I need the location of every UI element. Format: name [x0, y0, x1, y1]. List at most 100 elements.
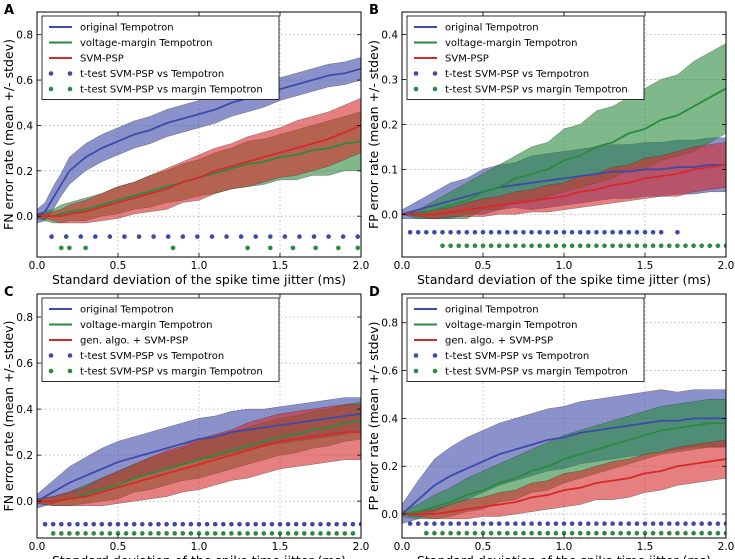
y-tick-label: 0.4: [16, 404, 33, 416]
ttest-dot: [610, 521, 615, 526]
ttest-dot: [237, 521, 242, 527]
ttest-dot: [180, 234, 186, 239]
legend-label: original Tempotron: [80, 23, 174, 34]
ttest-dot: [642, 530, 648, 536]
legend-box: [41, 297, 280, 382]
ttest-dot: [136, 234, 142, 239]
ttest-dot: [63, 234, 69, 239]
ttest-dot: [699, 243, 704, 249]
ttest-dot: [59, 521, 64, 527]
ttest-dot: [302, 531, 307, 536]
x-tick-label: 0.0: [394, 541, 411, 553]
ttest-dot: [424, 530, 429, 536]
ttest-dot: [610, 530, 615, 536]
legend-box: [406, 297, 645, 382]
ttest-dot: [537, 243, 542, 249]
ttest-dot: [148, 521, 153, 527]
ttest-dot: [650, 229, 656, 235]
ttest-dot: [650, 530, 656, 536]
mean-line: [402, 458, 726, 515]
ttest-dot: [350, 531, 356, 536]
ttest-dot: [488, 229, 494, 235]
legend-label: original Tempotron: [80, 305, 174, 316]
ttest-dot: [683, 521, 688, 526]
y-tick-label: 0.0: [16, 496, 33, 508]
ttest-dot: [723, 243, 726, 249]
ttest-dot: [50, 521, 56, 527]
ttest-dot: [165, 234, 171, 239]
ttest-dot: [282, 234, 288, 239]
ttest-dot: [667, 243, 672, 249]
ttest-dot: [529, 521, 534, 526]
ttest-dot: [577, 243, 583, 249]
ttest-dot: [172, 531, 177, 536]
x-tick-label: 0.0: [394, 260, 411, 272]
ttest-dot: [594, 521, 599, 526]
legend-label: t-test SVM-PSP vs Tempotron: [80, 69, 224, 80]
ttest-dot: [569, 229, 575, 235]
ttest-dot: [311, 234, 317, 239]
panel-letter: C: [4, 285, 14, 300]
y-axis-label: FP error rate (mean +/- stdev): [366, 40, 381, 229]
legend-dot-swatch: [48, 86, 54, 92]
ttest-dot: [464, 530, 470, 536]
ttest-dot: [553, 229, 559, 235]
ttest-dot: [464, 229, 470, 235]
ttest-dot: [83, 531, 88, 536]
ttest-dot: [297, 234, 302, 239]
x-tick-label: 2.0: [718, 260, 735, 272]
ttest-dot: [78, 234, 84, 239]
ttest-dot: [594, 530, 599, 536]
ttest-dot: [529, 530, 534, 536]
ttest-dot: [707, 243, 713, 249]
ttest-dot: [188, 531, 194, 536]
ttest-dot: [350, 521, 356, 527]
ttest-dot: [577, 229, 583, 235]
ttest-dot: [634, 530, 640, 536]
ttest-dot: [505, 243, 510, 249]
ttest-dot: [569, 243, 575, 249]
ttest-dot: [180, 521, 186, 527]
ttest-dot: [505, 229, 510, 235]
legend-dot-swatch: [432, 353, 438, 358]
ttest-dot: [212, 531, 218, 536]
ttest-dot: [537, 530, 542, 536]
legend-dot-swatch: [67, 368, 73, 374]
ttest-dot: [715, 521, 721, 526]
mean-line: [37, 67, 361, 217]
y-tick-label: 0.2: [16, 166, 33, 178]
ttest-dot: [67, 531, 72, 536]
ttest-dot: [496, 521, 502, 526]
ttest-dot: [326, 234, 331, 239]
ttest-dot: [642, 229, 648, 235]
ttest-dot: [658, 521, 664, 526]
ttest-dot: [238, 234, 244, 239]
ttest-dot: [496, 229, 502, 235]
ttest-dot: [513, 530, 518, 536]
ttest-dot: [290, 245, 296, 251]
ttest-dot: [448, 521, 453, 526]
ttest-dot: [318, 531, 323, 536]
y-tick-label: 0.4: [381, 413, 398, 425]
mean-line: [402, 163, 726, 216]
plot-area: [402, 389, 726, 536]
ttest-dot: [699, 530, 704, 536]
ttest-dot: [513, 229, 518, 235]
ttest-dot: [196, 521, 202, 527]
ttest-dot: [488, 530, 494, 536]
ttest-dot: [521, 521, 526, 526]
ttest-dot: [642, 521, 648, 526]
ttest-dot: [358, 521, 361, 527]
ttest-dot: [448, 229, 453, 235]
ttest-dot: [245, 521, 250, 527]
ttest-dot: [172, 521, 177, 527]
ttest-dot: [432, 521, 437, 526]
y-axis-label: FP error rate (mean +/- stdev): [366, 321, 381, 510]
ttest-dot: [545, 530, 551, 536]
stdev-band: [37, 57, 361, 224]
ttest-dot: [432, 530, 437, 536]
ttest-dot: [432, 229, 437, 235]
ttest-dot: [658, 530, 664, 536]
x-tick-label: 1.5: [637, 260, 654, 272]
